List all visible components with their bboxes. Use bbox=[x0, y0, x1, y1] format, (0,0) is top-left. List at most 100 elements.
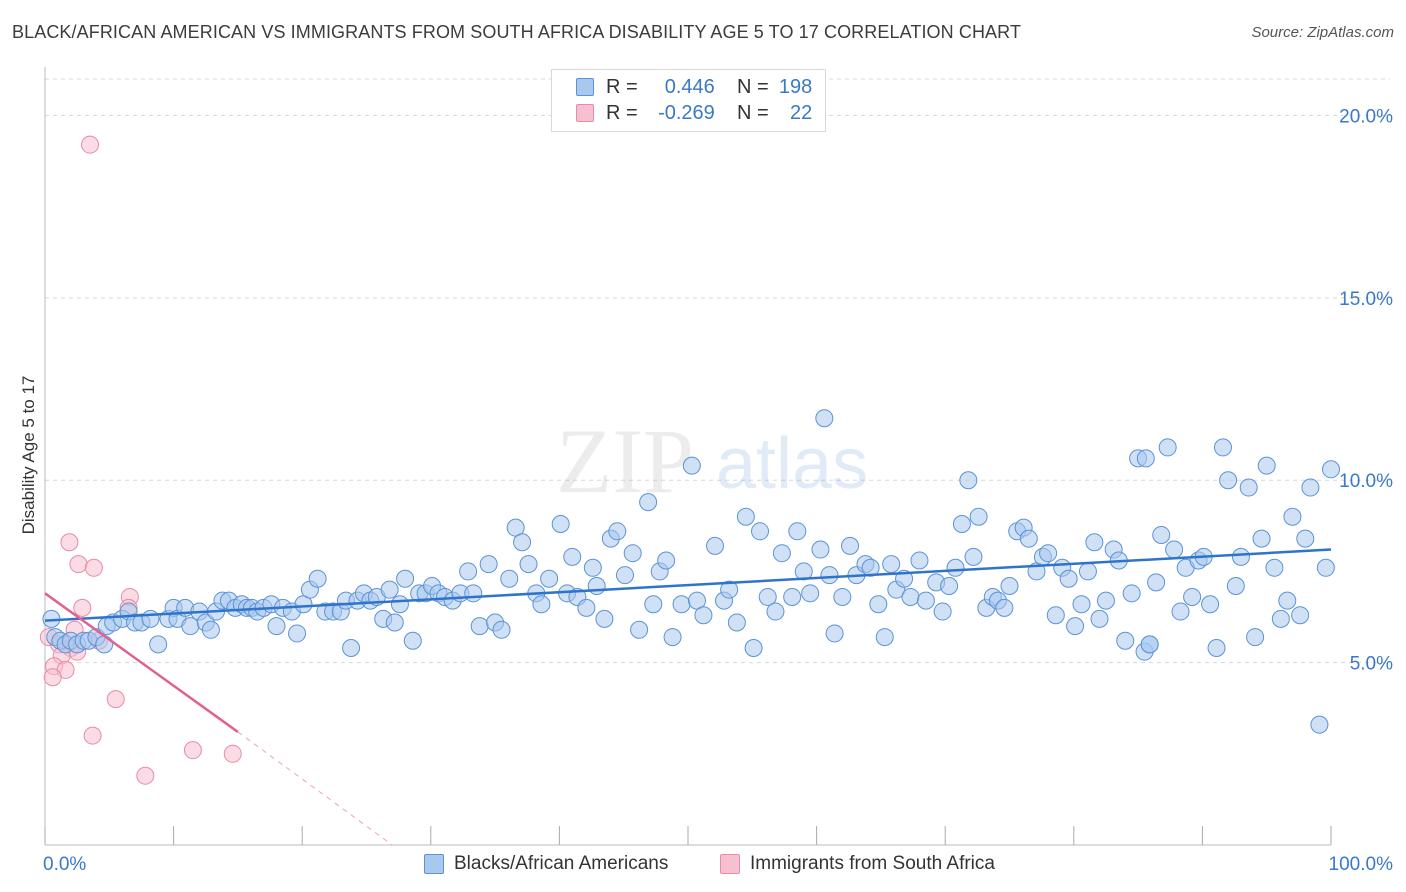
legend-swatch-blue bbox=[576, 78, 594, 96]
data-point-blacks bbox=[940, 577, 959, 596]
data-point-blacks bbox=[869, 595, 888, 614]
data-point-blacks bbox=[1171, 602, 1190, 621]
y-axis-label: Disability Age 5 to 17 bbox=[19, 376, 38, 535]
bottom-legend-swatch-blue bbox=[424, 854, 444, 874]
data-point-blacks bbox=[1136, 449, 1155, 468]
data-point-immigrants bbox=[81, 135, 100, 154]
data-point-blacks bbox=[267, 617, 286, 636]
data-point-blacks bbox=[1039, 544, 1058, 563]
data-point-immigrants bbox=[183, 741, 202, 760]
watermark-zip: ZIP bbox=[556, 410, 694, 512]
data-point-blacks bbox=[952, 515, 971, 534]
data-point-blacks bbox=[540, 569, 559, 588]
data-point-blacks bbox=[1213, 438, 1232, 457]
legend-n-label: N = bbox=[737, 101, 769, 124]
data-point-blacks bbox=[815, 409, 834, 428]
data-point-blacks bbox=[682, 456, 701, 475]
data-point-blacks bbox=[615, 566, 634, 585]
y-tick-label: 10.0% bbox=[1339, 471, 1393, 492]
data-point-blacks bbox=[479, 555, 498, 574]
data-point-blacks bbox=[672, 595, 691, 614]
data-point-immigrants bbox=[73, 598, 92, 617]
x-tick-label-start: 0.0% bbox=[43, 854, 86, 875]
data-point-blacks bbox=[288, 624, 307, 643]
data-point-blacks bbox=[1283, 507, 1302, 526]
data-point-blacks bbox=[946, 558, 965, 577]
data-point-blacks bbox=[308, 569, 327, 588]
bottom-legend-swatch-pink bbox=[720, 854, 740, 874]
data-point-blacks bbox=[1231, 547, 1250, 566]
data-point-blacks bbox=[500, 569, 519, 588]
data-point-blacks bbox=[385, 613, 404, 632]
legend-n-value: 198 bbox=[778, 75, 813, 98]
data-point-immigrants bbox=[43, 668, 62, 687]
x-tick-label-end: 100.0% bbox=[1329, 854, 1394, 875]
data-point-blacks bbox=[519, 555, 538, 574]
data-point-blacks bbox=[663, 628, 682, 647]
data-point-immigrants bbox=[106, 690, 125, 709]
data-point-blacks bbox=[1090, 609, 1109, 628]
data-point-blacks bbox=[882, 555, 901, 574]
watermark: ZIP atlas bbox=[556, 410, 868, 512]
data-point-blacks bbox=[758, 587, 777, 606]
legend-r-value: -0.269 bbox=[658, 101, 715, 124]
data-point-blacks bbox=[1019, 529, 1038, 548]
data-point-blacks bbox=[1252, 529, 1271, 548]
bottom-legend-immigrants: Immigrants from South Africa bbox=[720, 852, 995, 876]
y-tick-label: 15.0% bbox=[1339, 289, 1393, 310]
data-point-blacks bbox=[1116, 631, 1135, 650]
data-point-blacks bbox=[563, 547, 582, 566]
data-point-blacks bbox=[1201, 595, 1220, 614]
data-point-blacks bbox=[916, 591, 935, 610]
axes bbox=[44, 67, 1332, 846]
data-point-blacks bbox=[1078, 562, 1097, 581]
data-point-blacks bbox=[1122, 584, 1141, 603]
data-point-blacks bbox=[1271, 609, 1290, 628]
data-point-blacks bbox=[644, 595, 663, 614]
data-point-blacks bbox=[901, 587, 920, 606]
data-point-blacks bbox=[706, 536, 725, 555]
data-point-blacks bbox=[744, 639, 763, 658]
y-tick-label: 5.0% bbox=[1350, 654, 1393, 675]
watermark-atlas: atlas bbox=[716, 424, 868, 504]
legend-n-label: N = bbox=[737, 75, 769, 98]
data-point-blacks bbox=[1226, 577, 1245, 596]
data-point-blacks bbox=[995, 598, 1014, 617]
data-point-blacks bbox=[1291, 606, 1310, 625]
data-point-blacks bbox=[727, 613, 746, 632]
data-point-blacks bbox=[694, 606, 713, 625]
data-point-blacks bbox=[1147, 573, 1166, 592]
data-point-blacks bbox=[736, 507, 755, 526]
data-point-blacks bbox=[1066, 617, 1085, 636]
data-point-blacks bbox=[459, 562, 478, 581]
legend-r-label: R = bbox=[606, 75, 638, 98]
series-blacks-african-americans bbox=[42, 409, 1340, 734]
data-point-immigrants bbox=[223, 744, 242, 763]
bottom-legend-blacks: Blacks/African Americans bbox=[424, 852, 668, 876]
data-point-blacks bbox=[577, 598, 596, 617]
data-point-blacks bbox=[933, 602, 952, 621]
correlation-legend: R = 0.446 N = 198 R = -0.269 N = 22 bbox=[551, 69, 826, 132]
data-point-blacks bbox=[1152, 525, 1171, 544]
data-point-blacks bbox=[1183, 587, 1202, 606]
data-point-blacks bbox=[181, 617, 200, 636]
data-point-blacks bbox=[1301, 478, 1320, 497]
bottom-legend-label: Blacks/African Americans bbox=[454, 853, 669, 874]
data-point-immigrants bbox=[136, 766, 155, 785]
data-point-blacks bbox=[1059, 569, 1078, 588]
legend-r-label: R = bbox=[606, 101, 638, 124]
trend-line-immigrants bbox=[44, 592, 239, 733]
data-point-blacks bbox=[1239, 478, 1258, 497]
data-point-blacks bbox=[149, 635, 168, 654]
legend-n-value: 22 bbox=[790, 101, 813, 124]
data-point-blacks bbox=[751, 522, 770, 541]
data-point-blacks bbox=[464, 584, 483, 603]
data-point-blacks bbox=[551, 515, 570, 534]
data-point-blacks bbox=[1158, 438, 1177, 457]
data-point-immigrants bbox=[69, 555, 88, 574]
legend-row-blacks: R = 0.446 N = 198 bbox=[576, 74, 812, 100]
data-point-blacks bbox=[1085, 533, 1104, 552]
data-point-blacks bbox=[825, 624, 844, 643]
data-point-blacks bbox=[1096, 591, 1115, 610]
data-point-blacks bbox=[141, 609, 160, 628]
